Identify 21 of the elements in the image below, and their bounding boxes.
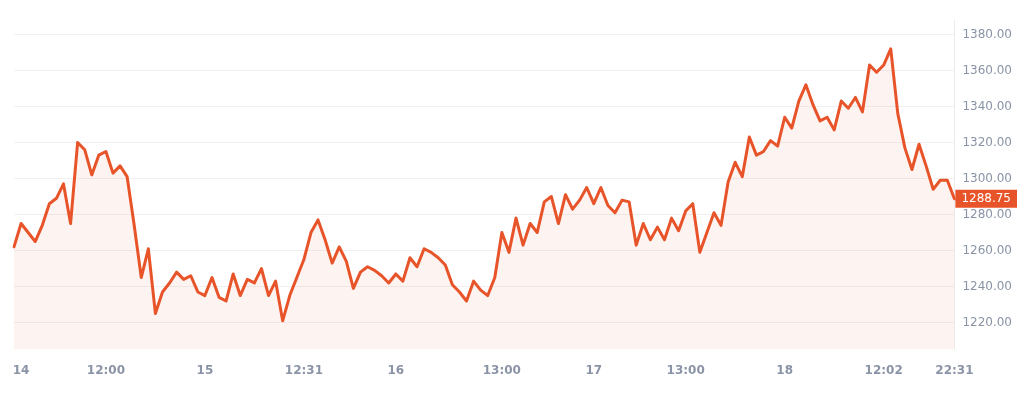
y-tick-label: 1260.00 — [962, 242, 1012, 257]
y-tick-label: 1320.00 — [962, 134, 1012, 149]
annotation: 1288.75 — [961, 190, 1011, 205]
x-tick-label: 22:31 — [935, 362, 974, 377]
y-tick-label: 1300.00 — [962, 170, 1012, 185]
x-tick-label: 17 — [585, 362, 603, 377]
y-tick-label: 1380.00 — [962, 26, 1012, 41]
x-tick-label: 13:00 — [482, 362, 521, 377]
x-tick-label: 15 — [196, 362, 214, 377]
y-tick-label: 1240.00 — [962, 278, 1012, 293]
y-tick-label: 1280.00 — [962, 206, 1012, 221]
x-tick-label: 16 — [387, 362, 405, 377]
x-tick-label: 13:00 — [666, 362, 705, 377]
x-tick-label: 14 — [12, 362, 30, 377]
x-tick-label: 18 — [776, 362, 794, 377]
y-tick-label: 1220.00 — [962, 314, 1012, 329]
x-tick-label: 12:31 — [284, 362, 323, 377]
x-tick-label: 12:02 — [864, 362, 903, 377]
x-tick-label: 12:00 — [86, 362, 126, 377]
y-tick-label: 1360.00 — [962, 62, 1012, 77]
y-tick-label: 1340.00 — [962, 98, 1012, 113]
